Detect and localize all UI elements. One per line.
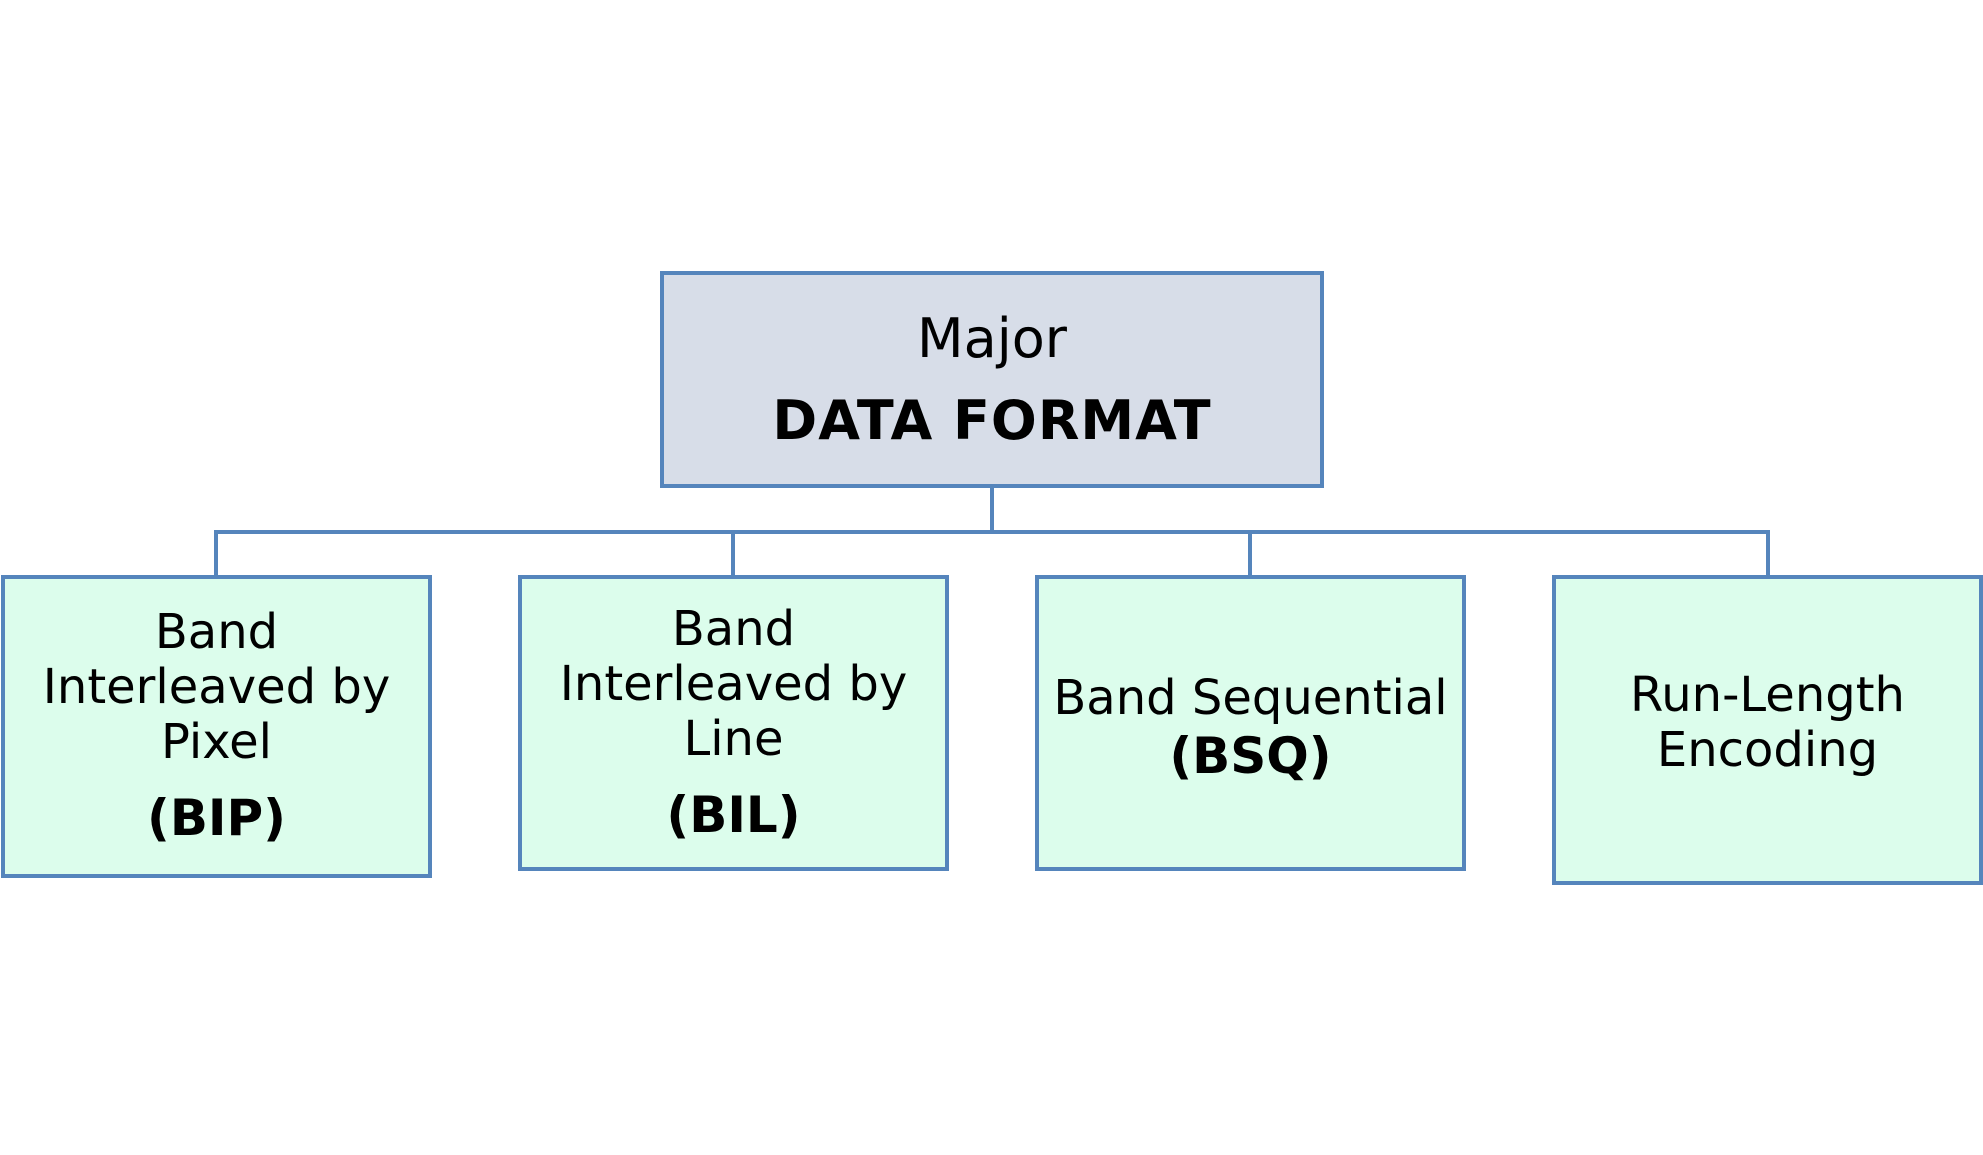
child-abbr-bil: (BIL) xyxy=(666,785,801,844)
root-label-data-format: DATA FORMAT xyxy=(772,388,1212,452)
child-label-rle: Run-Length Encoding xyxy=(1630,667,1905,778)
child-abbr-bsq: (BSQ) xyxy=(1169,727,1332,785)
child-label-bsq: Band Sequential xyxy=(1053,670,1448,726)
child-label-bip: Band Interleaved by Pixel xyxy=(42,604,391,770)
child-node-rle: Run-Length Encoding xyxy=(1552,575,1983,885)
root-node-data-format: Major DATA FORMAT xyxy=(660,271,1324,488)
child-node-bil: Band Interleaved by Line (BIL) xyxy=(518,575,949,871)
child-node-bip: Band Interleaved by Pixel (BIP) xyxy=(1,575,432,878)
child-label-bil: Band Interleaved by Line xyxy=(559,600,908,767)
child-node-bsq: Band Sequential (BSQ) xyxy=(1035,575,1466,871)
root-label-major: Major xyxy=(917,306,1067,370)
child-abbr-bip: (BIP) xyxy=(146,789,287,847)
